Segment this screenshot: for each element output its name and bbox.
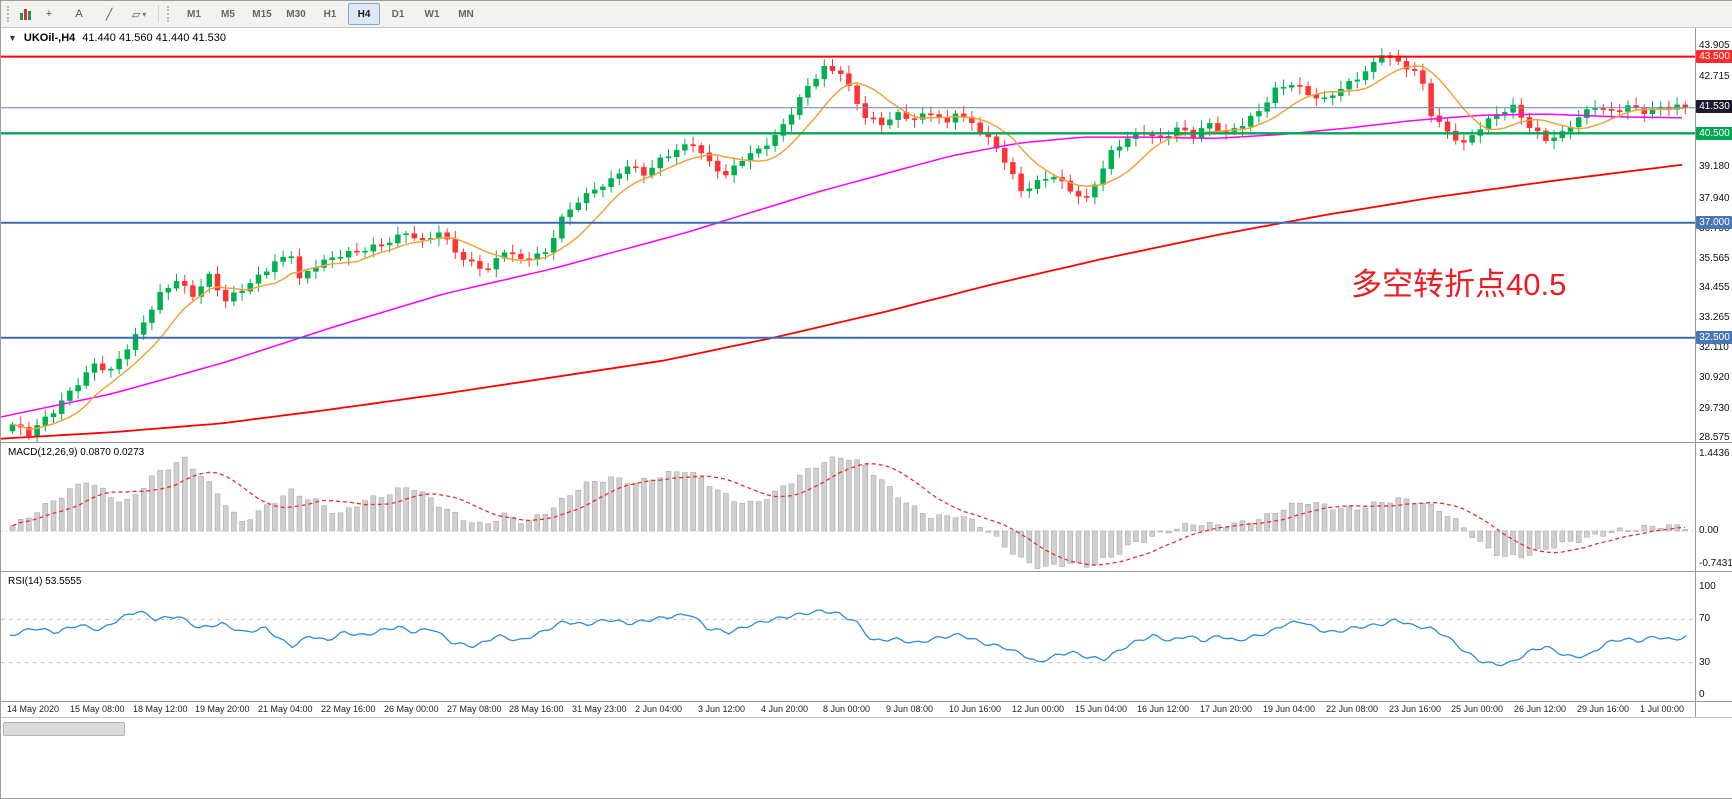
- annotation-note[interactable]: 多空转折点40.5: [1351, 267, 1567, 302]
- time-axis-label: 28 May 16:00: [509, 704, 564, 714]
- panel-divider-3: [1, 701, 1732, 702]
- panel-divider-2[interactable]: [1, 571, 1732, 572]
- time-axis-label: 8 Jun 00:00: [823, 704, 871, 714]
- time-axis-label: 14 May 2020: [7, 704, 60, 714]
- macd-axis-label: 1.4436: [1699, 448, 1730, 459]
- price-badge-37_000: 37.000: [1696, 216, 1732, 229]
- time-axis-label: 4 Jun 20:00: [761, 704, 809, 714]
- trendline-tool-button[interactable]: ╱: [105, 8, 113, 21]
- rsi-axis-label: 70: [1699, 613, 1711, 624]
- candlestick-series: [9, 47, 1689, 442]
- price-axis-label: 43.905: [1699, 40, 1730, 51]
- time-axis-label: 2 Jun 04:00: [635, 704, 683, 714]
- price-axis-label: 39.180: [1699, 161, 1730, 172]
- rsi-axis-label: 100: [1699, 581, 1716, 592]
- rsi-panel[interactable]: [1, 573, 1695, 701]
- time-axis-label: 9 Jun 08:00: [886, 704, 934, 714]
- macd-panel[interactable]: [1, 444, 1695, 571]
- shapes-tool-button[interactable]: ▱ ▾: [131, 8, 147, 21]
- ma-mid-line: [1, 113, 1683, 418]
- timeframe-h1-button[interactable]: H1: [323, 8, 337, 20]
- time-axis-label: 22 Jun 08:00: [1326, 704, 1379, 714]
- caret-down-icon: ▾: [142, 9, 147, 19]
- price-axis-label: 30.920: [1699, 372, 1730, 383]
- price-axis-label: 33.265: [1699, 312, 1730, 323]
- price-badge-40_500: 40.500: [1696, 127, 1732, 140]
- toolbar-grip-2[interactable]: [167, 6, 173, 22]
- time-axis-label: 1 Jul 00:00: [1640, 704, 1685, 714]
- timeframe-m5-button[interactable]: M5: [221, 8, 235, 20]
- macd-axis-label: -0.7431: [1699, 558, 1732, 569]
- ma-fast-line: [12, 65, 1686, 430]
- timeframe-m15-button[interactable]: M15: [252, 8, 272, 20]
- toolbar-tools: + A ╱ ▱ ▾: [34, 3, 154, 25]
- crosshair-button[interactable]: +: [45, 8, 53, 20]
- rsi-axis-label: 30: [1699, 657, 1711, 668]
- price-axis-separator: [1695, 28, 1696, 717]
- price-badge-43_500: 43.500: [1696, 50, 1732, 63]
- main-chart-panel[interactable]: [1, 28, 1695, 442]
- price-axis-label: 37.940: [1699, 193, 1730, 204]
- price-axis-label: 35.565: [1699, 253, 1730, 264]
- time-axis-label: 31 May 23:00: [572, 704, 627, 714]
- time-axis-border: [1, 717, 1732, 718]
- rsi-line: [9, 609, 1687, 667]
- rsi-label: RSI(14) 53.5555: [8, 576, 82, 587]
- macd-histogram: [9, 456, 1689, 569]
- chart-title: ▼ UKOil-,H4 41.440 41.560 41.440 41.530: [8, 32, 226, 44]
- timeframe-m30-button[interactable]: M30: [286, 8, 306, 20]
- price-axis-label: 32.110: [1699, 342, 1729, 353]
- price-axis-label: 42.715: [1699, 71, 1730, 82]
- time-axis-label: 26 May 00:00: [384, 704, 439, 714]
- chart-ohlc-values: 41.440 41.560 41.440 41.530: [82, 32, 227, 44]
- price-axis-label: 28.575: [1699, 432, 1730, 443]
- timeframe-m1-button[interactable]: M1: [187, 8, 201, 20]
- rsi-axis-label: 0: [1699, 689, 1705, 700]
- price-axis-label: 29.730: [1699, 403, 1730, 414]
- macd-label: MACD(12,26,9) 0.0870 0.0273: [8, 447, 145, 458]
- chart-icon[interactable]: [20, 8, 31, 20]
- time-axis-label: 27 May 08:00: [447, 704, 502, 714]
- time-axis-label: 25 Jun 00:00: [1451, 704, 1504, 714]
- timeframe-w1-button[interactable]: W1: [424, 8, 440, 20]
- time-axis-label: 21 May 04:00: [258, 704, 313, 714]
- time-axis-label: 12 Jun 00:00: [1012, 704, 1065, 714]
- toolbar: + A ╱ ▱ ▾ M1 M5 M15 M30 H1 H4 D1 W1 MN: [1, 1, 1732, 28]
- panel-divider[interactable]: [1, 442, 1732, 443]
- price-badge-41_530: 41.530: [1696, 100, 1732, 113]
- time-axis-label: 19 Jun 04:00: [1263, 704, 1316, 714]
- timeframe-mn-button[interactable]: MN: [458, 8, 474, 20]
- price-badge-32_500: 32.500: [1696, 331, 1732, 344]
- toolbar-grip[interactable]: [7, 6, 13, 22]
- time-axis-label: 18 May 12:00: [133, 704, 188, 714]
- time-axis-label: 16 Jun 12:00: [1137, 704, 1190, 714]
- toolbar-separator: [158, 5, 159, 23]
- price-axis-label: 34.455: [1699, 282, 1730, 293]
- macd-axis-label: 0.00: [1699, 525, 1719, 536]
- macd-signal-line: [12, 463, 1686, 566]
- time-axis[interactable]: 14 May 2020 15 May 08:00 18 May 12:00 19 Ma…: [1, 703, 1695, 717]
- timeframe-d1-button[interactable]: D1: [391, 8, 405, 20]
- time-axis-label: 19 May 20:00: [195, 704, 250, 714]
- time-axis-label: 23 Jun 16:00: [1389, 704, 1442, 714]
- time-axis-label: 15 Jun 04:00: [1075, 704, 1128, 714]
- text-tool-button[interactable]: A: [75, 8, 83, 20]
- chart-symbol-timeframe: UKOil-,H4: [23, 32, 76, 44]
- time-axis-label: 17 Jun 20:00: [1200, 704, 1253, 714]
- scrollbar-thumb[interactable]: [3, 722, 125, 736]
- time-axis-label: 29 Jun 16:00: [1577, 704, 1630, 714]
- time-axis-label: 22 May 16:00: [321, 704, 376, 714]
- timeframe-h4-button[interactable]: H4: [348, 3, 380, 25]
- time-axis-label: 26 Jun 12:00: [1514, 704, 1567, 714]
- toolbar-timeframes: M1 M5 M15 M30 H1 H4 D1 W1 MN: [177, 3, 483, 25]
- collapse-arrow-icon[interactable]: ▼: [8, 33, 17, 43]
- ma-slow-line: [1, 163, 1683, 440]
- time-axis-label: 10 Jun 16:00: [949, 704, 1002, 714]
- time-axis-label: 15 May 08:00: [70, 704, 125, 714]
- time-axis-label: 3 Jun 12:00: [698, 704, 746, 714]
